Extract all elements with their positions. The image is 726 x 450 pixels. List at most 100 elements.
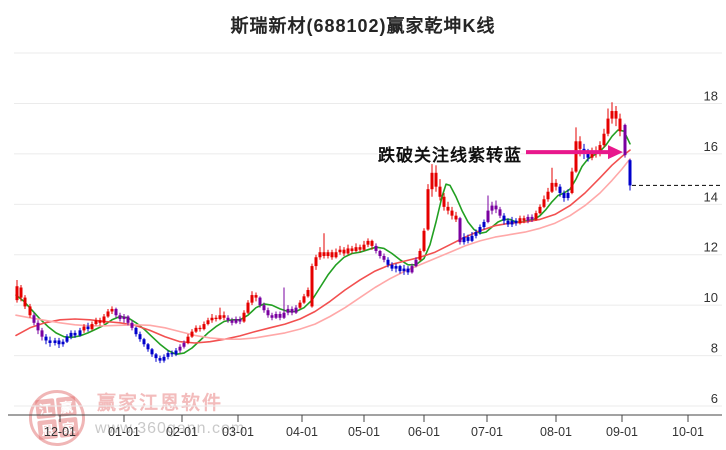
candle (28, 303, 32, 318)
candle (302, 293, 306, 304)
ma-pink (15, 158, 631, 341)
candle (122, 313, 126, 323)
x-axis-label: 12-01 (44, 425, 76, 439)
candle (394, 263, 398, 273)
candle (434, 165, 438, 192)
candle (542, 195, 546, 209)
candle (354, 243, 358, 253)
candle (19, 284, 23, 302)
candle (270, 312, 274, 321)
candle (150, 348, 154, 357)
candle (290, 306, 294, 316)
candle (530, 214, 534, 222)
candle (402, 264, 406, 275)
candle (334, 248, 338, 259)
candle (366, 238, 370, 248)
y-axis-label: 18 (704, 88, 718, 103)
candle (134, 326, 138, 337)
candle (558, 184, 562, 197)
candle (338, 245, 342, 255)
candle (44, 334, 48, 345)
candle (106, 308, 110, 318)
candle-layer (15, 102, 632, 364)
candle (446, 201, 450, 215)
candle (198, 325, 202, 332)
candle (618, 113, 622, 137)
candle (494, 200, 498, 214)
y-axis-label: 12 (704, 240, 718, 255)
candle (570, 167, 574, 195)
candle (406, 266, 410, 275)
candle (506, 218, 510, 228)
overlay-layer (526, 145, 720, 187)
candle (53, 337, 57, 346)
x-axis-label: 03-01 (222, 425, 254, 439)
candle (61, 339, 65, 347)
candle (162, 354, 166, 363)
candle (214, 315, 218, 322)
candle (82, 324, 86, 333)
candle (174, 348, 178, 357)
candle (526, 214, 530, 224)
candle (358, 244, 362, 253)
candle (422, 228, 426, 253)
candle (234, 316, 238, 325)
candle (90, 321, 94, 331)
candle (502, 213, 506, 225)
candle (286, 305, 290, 316)
x-axis-label: 02-01 (166, 425, 198, 439)
candle (40, 327, 44, 341)
candle (566, 189, 570, 201)
x-axis-label: 06-01 (408, 425, 440, 439)
breakdown-annotation: 跌破关注线紫转蓝 (378, 146, 522, 165)
candle (462, 233, 466, 245)
x-axis-label: 10-01 (672, 425, 704, 439)
website-watermark: www.360gann.com (95, 420, 246, 437)
candle (346, 244, 350, 255)
candle (254, 292, 258, 302)
axis-layer: 12-01 01-01 02-01 03-01 04-01 05-01 06-01 07-01… (8, 414, 722, 439)
candle (242, 310, 246, 323)
candle (154, 353, 158, 362)
candle (15, 279, 19, 303)
candle (370, 239, 374, 250)
candle (130, 320, 134, 331)
candle (330, 249, 334, 260)
candle (86, 322, 90, 332)
candle (606, 108, 610, 137)
x-axis-label: 01-01 (108, 425, 140, 439)
candle (178, 344, 182, 354)
candle (65, 334, 69, 343)
candle (166, 350, 170, 360)
x-axis-label: 08-01 (540, 425, 572, 439)
candle (158, 355, 162, 364)
candle (36, 320, 40, 335)
candle (458, 216, 462, 245)
candle (210, 313, 214, 323)
candle (378, 249, 382, 259)
candle (170, 350, 174, 357)
candle (470, 232, 474, 243)
candle (202, 321, 206, 331)
candle (194, 325, 198, 333)
candle (350, 245, 354, 254)
candle (518, 215, 522, 225)
candle (94, 317, 98, 326)
x-axis-label: 05-01 (348, 425, 380, 439)
candle (258, 296, 262, 308)
candle (186, 334, 190, 345)
candle (314, 254, 318, 270)
candle (114, 307, 118, 318)
candle (222, 311, 226, 321)
candle (278, 311, 282, 321)
candle (102, 313, 106, 325)
y-axis-label: 14 (704, 189, 718, 204)
candle (48, 336, 52, 347)
y-axis-label: 6 (711, 391, 718, 406)
candle (374, 243, 378, 254)
y-axis-label: 8 (711, 341, 718, 356)
candle (490, 201, 494, 215)
candle (534, 210, 538, 221)
candle (538, 204, 542, 215)
candle (514, 218, 518, 226)
